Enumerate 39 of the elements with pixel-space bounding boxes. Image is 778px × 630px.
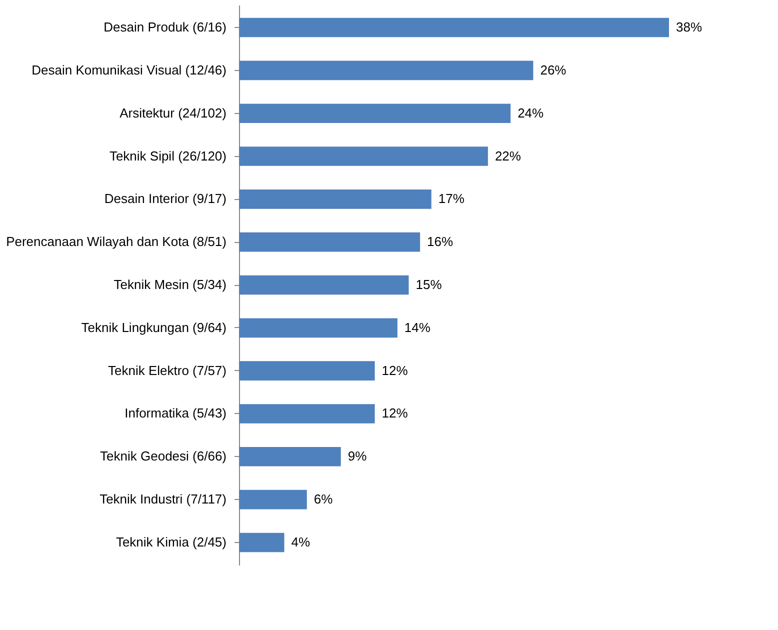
y-tick-label: Teknik Industri (7/117) <box>100 492 226 507</box>
y-tick-label: Desain Produk (6/16) <box>104 20 226 35</box>
bar <box>239 318 398 338</box>
bar <box>239 232 420 252</box>
data-label: 17% <box>438 191 465 206</box>
data-label: 4% <box>291 534 310 550</box>
bar <box>239 190 432 209</box>
y-tick-label: Teknik Lingkungan (9/64) <box>81 320 226 335</box>
data-label: 38% <box>676 20 702 35</box>
bar <box>239 532 284 552</box>
data-label: 24% <box>518 105 544 120</box>
y-tick-label: Perencanaan Wilayah dan Kota (8/51) <box>6 234 226 250</box>
data-label: 22% <box>494 148 522 164</box>
bar <box>239 60 534 80</box>
bar <box>239 18 669 38</box>
data-label: 16% <box>427 234 454 250</box>
data-label: 12% <box>382 406 408 421</box>
data-label: 14% <box>404 320 431 335</box>
bar <box>239 361 375 380</box>
bar <box>239 404 375 424</box>
data-label: 26% <box>540 62 567 78</box>
bar <box>239 446 341 466</box>
y-tick-label: Teknik Mesin (5/34) <box>114 277 226 292</box>
data-label: 15% <box>416 277 442 292</box>
y-tick-label: Desain Interior (9/17) <box>104 191 226 206</box>
y-tick-label: Arsitektur (24/102) <box>120 105 226 120</box>
y-tick-label: Teknik Sipil (26/120) <box>109 148 226 164</box>
bar <box>239 104 511 124</box>
y-tick-label: Teknik Elektro (7/57) <box>108 362 226 378</box>
data-label: 9% <box>348 448 368 464</box>
bar <box>239 146 488 166</box>
y-tick-label: Teknik Geodesi (6/66) <box>100 448 226 464</box>
bar <box>239 490 307 510</box>
data-label: 12% <box>382 362 408 378</box>
y-tick-label: Teknik Kimia (2/45) <box>116 534 226 550</box>
y-tick-label: Desain Komunikasi Visual (12/46) <box>32 62 226 78</box>
data-label: 6% <box>314 492 334 507</box>
y-tick-label: Informatika (5/43) <box>124 406 226 421</box>
bar <box>239 275 409 295</box>
